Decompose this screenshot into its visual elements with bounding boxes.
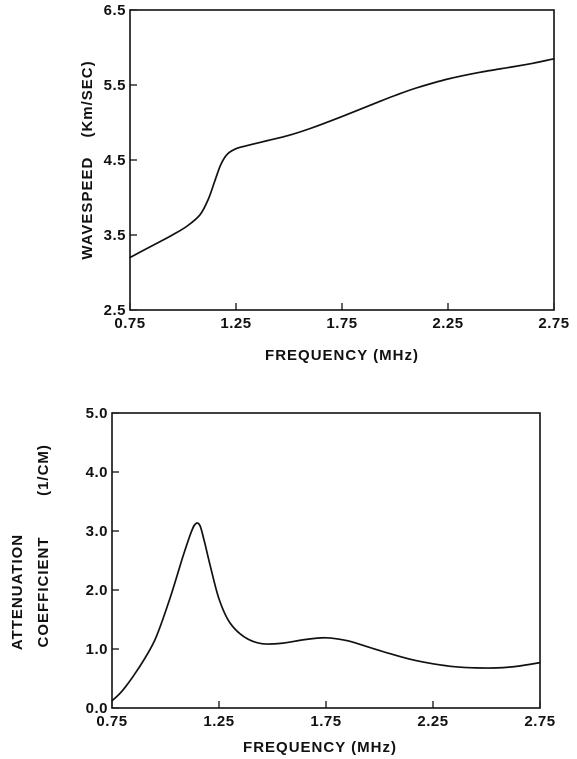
attenuation-y-axis-label-3: (1/CM) — [35, 444, 52, 496]
wavespeed-x-tick-label: 0.75 — [114, 315, 145, 332]
wavespeed-y-tick-label: 4.5 — [104, 152, 126, 169]
wavespeed-y-axis-label-text: WAVESPEED (Km/SEC) — [79, 60, 96, 259]
attenuation-y-tick-label: 2.0 — [86, 582, 108, 599]
attenuation-ylabel-line-1: ATTENUATION — [9, 534, 26, 650]
attenuation-x-tick-labels: 0.75 1.25 1.75 2.25 2.75 — [96, 713, 555, 730]
attenuation-y-axis-label-1: ATTENUATION — [9, 534, 26, 650]
attenuation-x-tick-label: 2.25 — [417, 713, 448, 730]
attenuation-x-tick-label: 1.75 — [310, 713, 341, 730]
attenuation-y-tick-label: 0.0 — [86, 700, 108, 717]
attenuation-y-tick-labels: 0.0 1.0 2.0 3.0 4.0 5.0 — [86, 405, 108, 717]
wavespeed-x-tick-labels: 0.75 1.25 1.75 2.25 2.75 — [114, 315, 569, 332]
attenuation-ticks — [111, 412, 541, 709]
attenuation-ylabel-unit: (1/CM) — [35, 444, 52, 496]
wavespeed-x-tick-label: 2.25 — [432, 315, 463, 332]
wavespeed-x-axis-label: FREQUENCY (MHz) — [265, 347, 419, 364]
attenuation-plot-frame — [111, 412, 541, 709]
wavespeed-ylabel-quantity: WAVESPEED — [79, 157, 96, 260]
wavespeed-x-tick-label: 2.75 — [538, 315, 569, 332]
wavespeed-y-tick-labels: 2.5 3.5 4.5 5.5 6.5 — [104, 2, 126, 319]
wavespeed-x-tick-label: 1.25 — [220, 315, 251, 332]
wavespeed-plot-frame — [129, 9, 555, 311]
attenuation-y-tick-label: 1.0 — [86, 641, 108, 658]
attenuation-y-tick-label: 5.0 — [86, 405, 108, 422]
attenuation-x-axis-label: FREQUENCY (MHz) — [243, 739, 397, 756]
attenuation-x-tick-label: 2.75 — [524, 713, 555, 730]
wavespeed-y-tick-label: 6.5 — [104, 2, 126, 19]
attenuation-ylabel-line-2: COEFFICIENT — [35, 537, 52, 648]
wavespeed-y-axis-label: WAVESPEED (Km/SEC) — [79, 60, 96, 259]
attenuation-x-tick-label: 1.25 — [203, 713, 234, 730]
wavespeed-y-tick-label: 5.5 — [104, 77, 126, 94]
attenuation-y-axis-label-2: COEFFICIENT — [35, 537, 52, 648]
wavespeed-y-tick-label: 2.5 — [104, 302, 126, 319]
wavespeed-x-tick-label: 1.75 — [326, 315, 357, 332]
attenuation-y-tick-label: 3.0 — [86, 523, 108, 540]
attenuation-curve — [111, 522, 541, 702]
wavespeed-y-tick-label: 3.5 — [104, 227, 126, 244]
wavespeed-curve — [129, 57, 555, 259]
attenuation-chart: 0.01.02.03.04.05.0 0.75 1.25 1.75 2.25 2.75 … — [9, 405, 555, 756]
attenuation-y-tick-label: 4.0 — [86, 464, 108, 481]
attenuation-x-tick-label: 0.75 — [96, 713, 127, 730]
wavespeed-ticks — [129, 9, 555, 311]
wavespeed-ylabel-unit: (Km/SEC) — [79, 60, 96, 137]
wavespeed-chart: 2.5 3.5 4.5 5.5 6.5 0.75 1.25 1.75 2.25 2.75 FRE… — [79, 2, 569, 364]
